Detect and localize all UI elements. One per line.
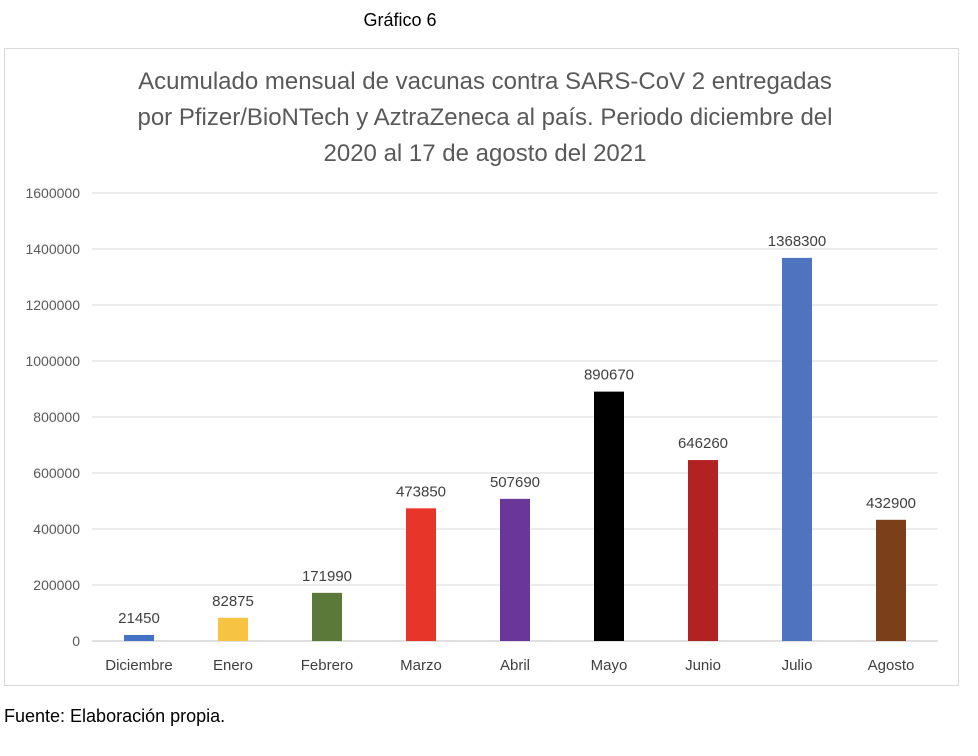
y-tick-label: 0	[72, 633, 80, 649]
chart-title: Acumulado mensual de vacunas contra SARS…	[60, 64, 910, 172]
y-tick-label: 200000	[33, 577, 80, 593]
bar	[312, 592, 342, 641]
bar	[688, 460, 718, 641]
data-label: 473850	[396, 483, 446, 500]
data-label: 646260	[678, 435, 728, 452]
x-tick-label: Agosto	[868, 657, 915, 674]
x-tick-label: Julio	[782, 657, 813, 674]
chart-title-line-2: por Pfizer/BioNTech y AztraZeneca al paí…	[137, 104, 833, 131]
y-tick-label: 1000000	[25, 353, 80, 369]
source-note: Fuente: Elaboración propia.	[4, 706, 226, 726]
y-tick-label: 600000	[33, 465, 80, 481]
chart-title-line-1: Acumulado mensual de vacunas contra SARS…	[138, 68, 832, 95]
y-tick-label: 1200000	[25, 297, 80, 313]
bar	[124, 634, 154, 641]
y-tick-label: 400000	[33, 521, 80, 537]
x-tick-label: Febrero	[301, 657, 354, 674]
bar	[594, 391, 624, 641]
y-tick-label: 800000	[33, 409, 80, 425]
x-tick-label: Marzo	[400, 657, 442, 674]
figure-heading: Gráfico 6	[363, 10, 437, 30]
bar	[782, 257, 812, 641]
x-tick-label: Abril	[500, 657, 530, 674]
bar	[218, 617, 248, 641]
data-label: 890670	[584, 367, 634, 384]
data-label: 507690	[490, 474, 540, 491]
chart-title-line-3: 2020 al 17 de agosto del 2021	[323, 140, 647, 167]
x-tick-label: Diciembre	[105, 657, 173, 674]
x-tick-label: Mayo	[591, 657, 628, 674]
data-label: 432900	[866, 495, 916, 512]
y-tick-label: 1400000	[25, 241, 80, 257]
bar	[876, 519, 906, 641]
bar	[406, 508, 436, 641]
data-label: 21450	[118, 610, 160, 627]
data-label: 171990	[302, 568, 352, 585]
data-label: 1368300	[768, 233, 826, 250]
x-tick-label: Enero	[213, 657, 253, 674]
data-label: 82875	[212, 593, 254, 610]
x-tick-label: Junio	[685, 657, 721, 674]
chart-frame	[4, 48, 959, 686]
y-tick-label: 1600000	[25, 185, 80, 201]
bar	[500, 498, 530, 641]
